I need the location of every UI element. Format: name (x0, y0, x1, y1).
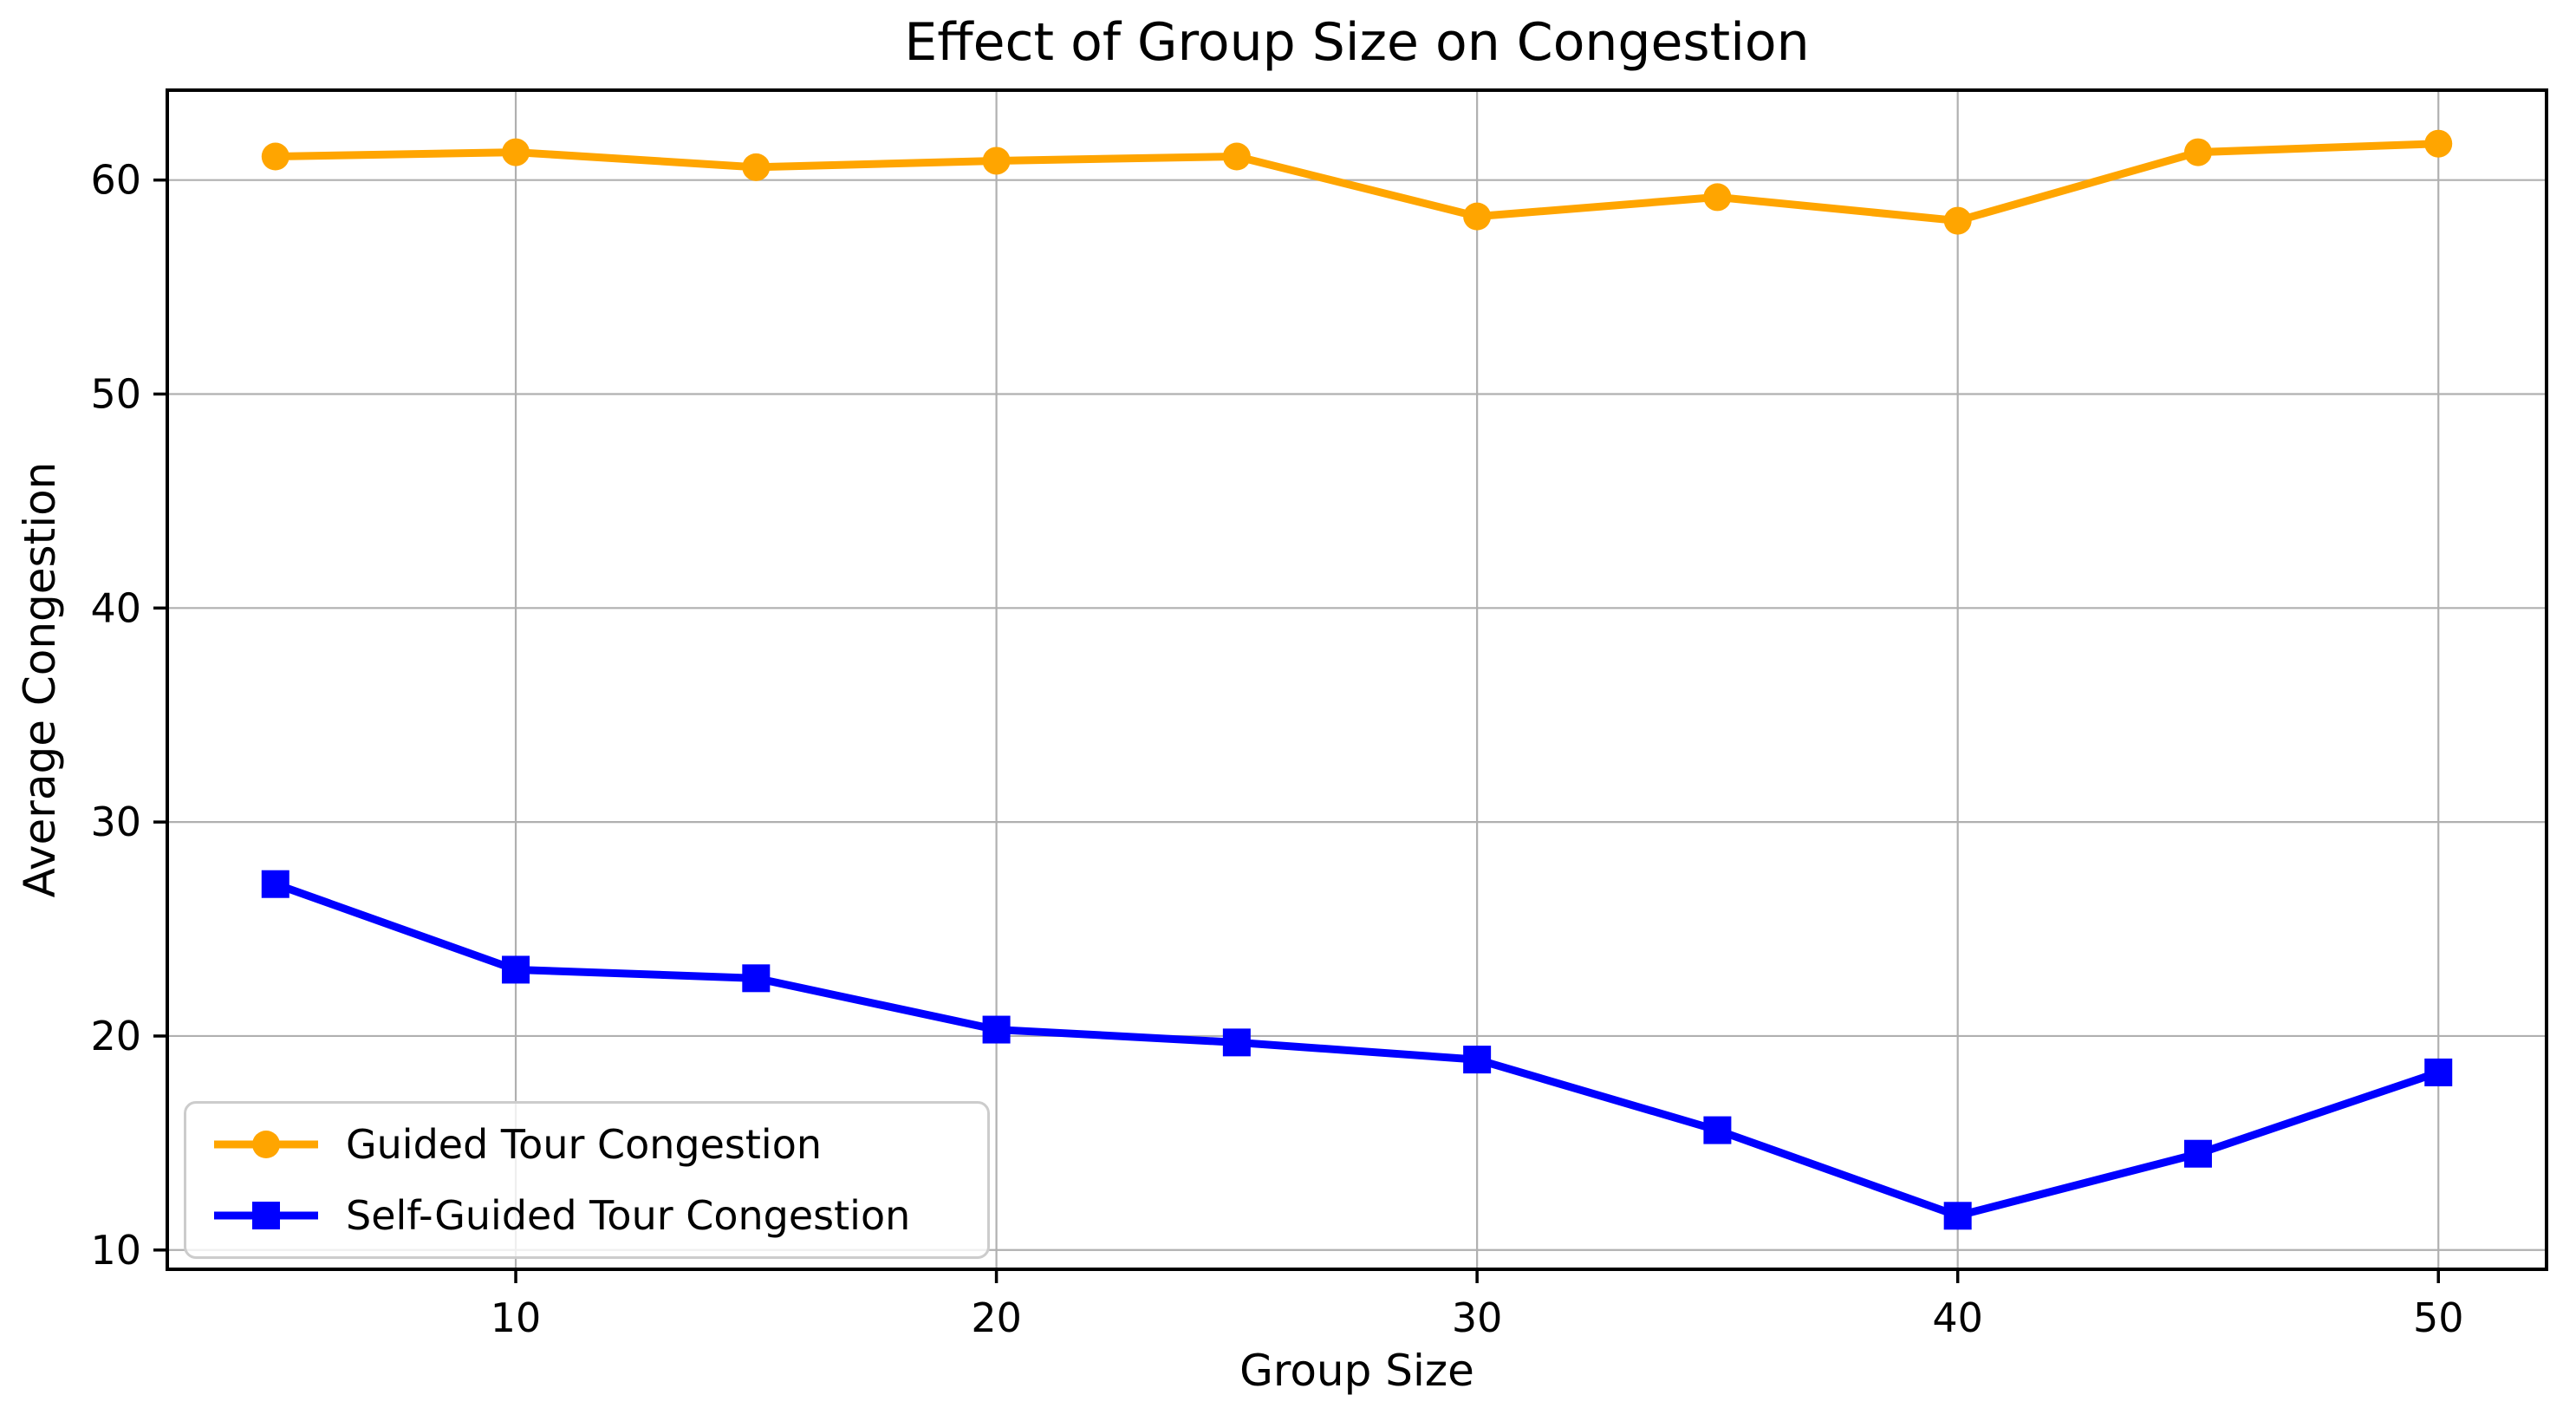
x-axis-label: Group Size (1239, 1346, 1474, 1396)
y-tick-label: 10 (90, 1227, 141, 1274)
self-guided-line-marker-icon (214, 1202, 318, 1229)
data-point-marker (2424, 1058, 2453, 1086)
y-tick-label: 60 (90, 157, 141, 204)
axes-spines (166, 88, 2548, 1271)
y-tick-label: 40 (90, 584, 141, 631)
x-tick-label: 30 (1452, 1294, 1503, 1341)
x-tick-label: 20 (971, 1294, 1022, 1341)
data-point-marker (261, 142, 289, 171)
data-point-marker (1703, 183, 1732, 212)
data-point-marker (1463, 1046, 1492, 1074)
legend-entry-guided: Guided Tour Congestion (209, 1113, 987, 1176)
data-point-marker (1943, 1202, 1972, 1230)
data-point-marker (982, 1015, 1011, 1044)
data-point-marker (1222, 142, 1251, 171)
chart-title: Effect of Group Size on Congestion (904, 12, 1810, 73)
data-point-marker (502, 955, 530, 984)
legend-label-guided: Guided Tour Congestion (346, 1121, 823, 1168)
x-tick-label: 50 (2413, 1294, 2464, 1341)
data-point-marker (502, 138, 530, 166)
data-point-marker (1222, 1028, 1251, 1057)
y-tick-label: 50 (90, 370, 141, 417)
data-point-marker (261, 870, 289, 898)
x-tick-label: 40 (1932, 1294, 1983, 1341)
legend-entry-self-guided: Self-Guided Tour Congestion (209, 1184, 987, 1247)
guided-line-marker-icon (214, 1131, 318, 1158)
data-point-marker (2424, 129, 2453, 158)
data-point-marker (982, 147, 1011, 175)
y-tick-label: 30 (90, 799, 141, 845)
series-line-self-guided (271, 880, 2443, 1220)
data-point-marker (742, 153, 771, 181)
legend: Guided Tour Congestion Self-Guided Tour … (184, 1101, 990, 1259)
legend-label-self-guided: Self-Guided Tour Congestion (346, 1192, 911, 1239)
data-point-marker (1463, 202, 1492, 231)
data-point-marker (2183, 1139, 2212, 1168)
series-line-guided (271, 140, 2443, 225)
y-tick-label: 20 (90, 1013, 141, 1059)
data-point-marker (1943, 206, 1972, 235)
data-point-marker (742, 964, 771, 993)
data-point-marker (1703, 1116, 1732, 1144)
data-point-marker (2183, 138, 2212, 166)
x-tick-label: 10 (491, 1294, 542, 1341)
